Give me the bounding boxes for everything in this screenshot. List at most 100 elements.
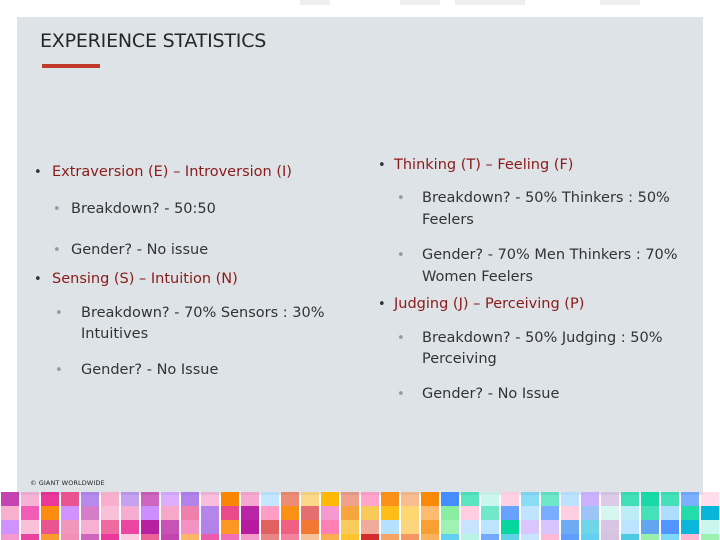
mosaic-tile [221, 520, 239, 534]
mosaic-tile [441, 520, 459, 534]
mosaic-tile [381, 492, 399, 506]
slide-title: EXPERIENCE STATISTICS [40, 30, 267, 52]
mosaic-tile [161, 520, 179, 534]
mosaic-tile [581, 492, 599, 506]
mosaic-tile [301, 492, 319, 506]
mosaic-tile [1, 520, 19, 534]
mosaic-tile [321, 534, 339, 540]
mosaic-tile [101, 534, 119, 540]
mosaic-tile [41, 520, 59, 534]
mosaic-tile [501, 520, 519, 534]
mosaic-tile [621, 520, 639, 534]
mosaic-tile [581, 534, 599, 540]
tf-gender-line2: Women Feelers [422, 269, 534, 285]
mosaic-tile [41, 492, 59, 506]
mosaic-tile [301, 506, 319, 520]
mosaic-tile [421, 492, 439, 506]
mosaic-tile [381, 534, 399, 540]
mosaic-tile [641, 534, 659, 540]
mosaic-tile [101, 520, 119, 534]
mosaic-tile [221, 492, 239, 506]
mosaic-tile [41, 506, 59, 520]
mosaic-tile [201, 492, 219, 506]
mosaic-tile [461, 506, 479, 520]
mosaic-tile [241, 492, 259, 506]
mosaic-tile [161, 492, 179, 506]
mosaic-tile [681, 534, 699, 540]
tab-marker [600, 0, 640, 5]
mosaic-tile [241, 534, 259, 540]
mosaic-tile [661, 520, 679, 534]
mosaic-tile [521, 492, 539, 506]
mosaic-tile [261, 506, 279, 520]
mosaic-tile [181, 506, 199, 520]
mosaic-tile [321, 492, 339, 506]
tf-breakdown-line1: Breakdown? - 50% Thinkers : 50% [422, 190, 670, 206]
mosaic-tile [361, 520, 379, 534]
mosaic-tile [681, 506, 699, 520]
mosaic-tile [681, 492, 699, 506]
mosaic-tile [381, 506, 399, 520]
bullet-icon: • [378, 297, 386, 312]
mosaic-tile [541, 520, 559, 534]
jp-breakdown-line1: Breakdown? - 50% Judging : 50% [422, 330, 663, 346]
mosaic-tile [161, 506, 179, 520]
mosaic-tile [501, 506, 519, 520]
mosaic-tile [701, 492, 719, 506]
mosaic-tile [61, 534, 79, 540]
mosaic-tile [541, 506, 559, 520]
mosaic-tile [61, 492, 79, 506]
mosaic-tile [361, 534, 379, 540]
mosaic-tile [301, 520, 319, 534]
mosaic-tile [701, 520, 719, 534]
mosaic-tile [481, 520, 499, 534]
mosaic-tile [701, 506, 719, 520]
mosaic-tile [1, 492, 19, 506]
mosaic-tile [461, 492, 479, 506]
mosaic-tile [641, 520, 659, 534]
mosaic-tile [21, 506, 39, 520]
copyright-text: © GIANT WORLDWIDE [30, 479, 105, 487]
bullet-icon: • [378, 158, 386, 173]
mosaic-tile [401, 506, 419, 520]
mosaic-tile [101, 492, 119, 506]
mosaic-tile [121, 520, 139, 534]
mosaic-tile [521, 520, 539, 534]
mosaic-tile [241, 506, 259, 520]
mosaic-tile [161, 534, 179, 540]
mosaic-tile [281, 506, 299, 520]
mosaic-tile [21, 534, 39, 540]
mosaic-tile [61, 520, 79, 534]
tab-marker [400, 0, 440, 5]
mosaic-tile [321, 506, 339, 520]
mosaic-tile [501, 534, 519, 540]
mosaic-tile [121, 506, 139, 520]
mosaic-tile [621, 534, 639, 540]
mosaic-tile [441, 534, 459, 540]
mosaic-tile [1, 534, 19, 540]
mosaic-tile [641, 506, 659, 520]
mosaic-tile [121, 534, 139, 540]
mosaic-tile [561, 492, 579, 506]
mosaic-tile [541, 492, 559, 506]
mosaic-tile [521, 534, 539, 540]
mosaic-tile [481, 506, 499, 520]
ei-breakdown: Breakdown? - 50:50 [71, 201, 216, 217]
tab-marker [455, 0, 525, 5]
mosaic-tile [41, 534, 59, 540]
mosaic-tile [681, 520, 699, 534]
jp-breakdown-line2: Perceiving [422, 351, 497, 367]
jp-header: Judging (J) – Perceiving (P) [394, 296, 585, 312]
mosaic-tile [601, 520, 619, 534]
bullet-icon: • [55, 363, 63, 378]
mosaic-tile [661, 492, 679, 506]
mosaic-tile [201, 520, 219, 534]
ei-header: Extraversion (E) – Introversion (I) [52, 164, 292, 180]
mosaic-tile [81, 492, 99, 506]
mosaic-tile [301, 534, 319, 540]
bullet-icon: • [34, 165, 42, 180]
mosaic-tile [401, 492, 419, 506]
mosaic-tile [21, 492, 39, 506]
mosaic-tile [401, 534, 419, 540]
mosaic-tile [441, 492, 459, 506]
